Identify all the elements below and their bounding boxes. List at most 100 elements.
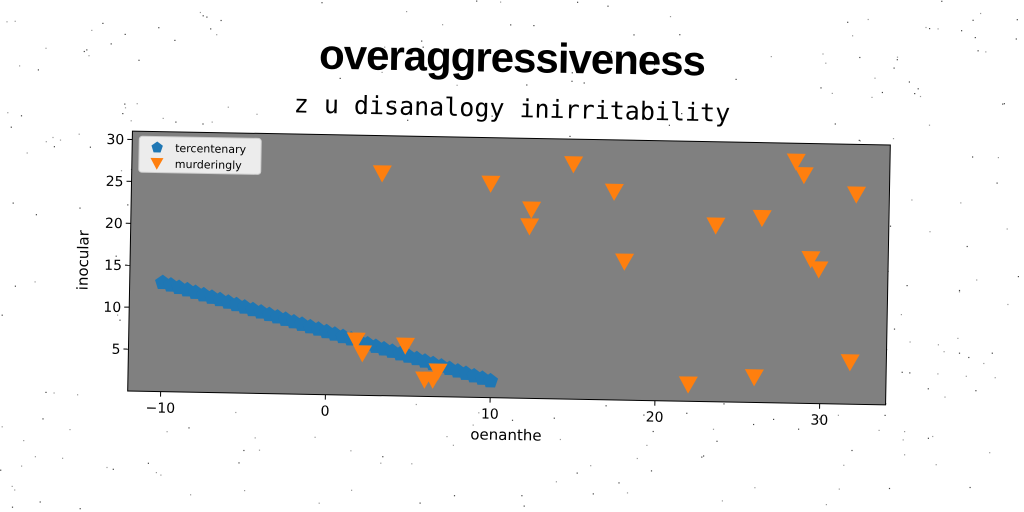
- speckle-dot: [636, 457, 638, 460]
- speckle-dot: [52, 136, 54, 139]
- speckle-dot: [559, 438, 561, 441]
- speckle-dot: [896, 59, 898, 61]
- data-point: [346, 332, 366, 350]
- speckle-dot: [393, 105, 395, 107]
- speckle-dot: [158, 27, 160, 29]
- speckle-dot: [339, 77, 341, 79]
- legend-label: murderingly: [175, 158, 243, 172]
- speckle-dot: [138, 59, 140, 61]
- speckle-dot: [155, 472, 157, 474]
- speckle-dot: [20, 115, 23, 117]
- speckle-dot: [969, 486, 971, 489]
- speckle-dot: [650, 470, 653, 472]
- speckle-dot: [919, 95, 922, 98]
- speckle-dot: [124, 107, 127, 109]
- speckle-dot: [318, 502, 320, 504]
- x-tick-label: −10: [145, 400, 175, 417]
- speckle-dot: [577, 1, 579, 3]
- speckle-dot: [966, 245, 968, 248]
- speckle-dot: [244, 490, 246, 492]
- speckle-dot: [6, 21, 8, 23]
- speckle-dot: [679, 34, 681, 36]
- speckle-dot: [837, 414, 839, 416]
- speckle-dot: [753, 423, 755, 426]
- speckle-dot: [991, 352, 993, 354]
- speckle-dot: [351, 489, 353, 491]
- speckle-dot: [511, 419, 514, 421]
- speckle-dot: [893, 328, 896, 330]
- series-tercentenary: [155, 274, 499, 388]
- speckle-dot: [965, 375, 967, 377]
- speckle-dot: [607, 5, 609, 7]
- speckle-dot: [472, 424, 474, 426]
- data-point: [564, 156, 584, 174]
- speckle-dot: [937, 28, 939, 30]
- speckle-dot: [478, 412, 480, 414]
- speckle-dot: [391, 108, 393, 110]
- speckle-dot: [606, 70, 608, 72]
- speckle-dot: [314, 436, 316, 438]
- speckle-dot: [618, 482, 620, 484]
- speckle-dot: [937, 373, 939, 375]
- speckle-dot: [825, 504, 827, 506]
- speckle-dot: [411, 463, 413, 465]
- speckle-dot: [124, 103, 126, 105]
- speckle-dot: [521, 495, 523, 497]
- speckle-dot: [147, 462, 149, 464]
- speckle-dot: [773, 418, 775, 420]
- legend: tercentenary murderingly: [138, 135, 262, 175]
- speckle-dot: [908, 81, 910, 83]
- speckle-dot: [77, 394, 79, 396]
- speckle-dot: [944, 396, 946, 398]
- speckle-dot: [681, 113, 683, 115]
- speckle-dot: [227, 106, 229, 108]
- speckle-dot: [220, 19, 222, 22]
- speckle-dot: [851, 449, 853, 452]
- speckle-dot: [958, 289, 961, 292]
- speckle-dot: [927, 388, 929, 390]
- speckle-dot: [909, 372, 911, 374]
- data-point: [615, 253, 635, 271]
- x-tick-label: 0: [320, 404, 329, 420]
- speckle-dot: [11, 485, 13, 487]
- y-tick-label: 15: [104, 258, 122, 274]
- speckle-dot: [456, 84, 458, 86]
- speckle-dot: [34, 281, 36, 283]
- speckle-dot: [834, 123, 836, 125]
- speckle-dot: [491, 115, 493, 117]
- speckle-dot: [0, 469, 2, 471]
- speckle-dot: [526, 84, 528, 86]
- speckle-dot: [892, 138, 895, 140]
- speckle-dot: [626, 114, 628, 116]
- speckle-dot: [1007, 303, 1009, 306]
- speckle-dot: [904, 431, 906, 433]
- speckle-dot: [901, 371, 903, 373]
- speckle-dot: [120, 170, 123, 172]
- speckle-dot: [381, 71, 383, 73]
- speckle-dot: [602, 118, 604, 120]
- speckle-dot: [820, 87, 822, 89]
- speckle-dot: [911, 199, 913, 201]
- speckle-dot: [89, 146, 91, 148]
- speckle-dot: [925, 26, 927, 29]
- speckle-dot: [130, 120, 132, 122]
- speckle-dot: [576, 472, 578, 474]
- speckle-dot: [188, 427, 190, 429]
- speckle-dot: [937, 344, 939, 346]
- speckle-dot: [896, 56, 899, 58]
- data-point: [522, 201, 542, 219]
- speckle-dot: [533, 25, 535, 27]
- data-point: [801, 251, 821, 269]
- speckle-dot: [174, 39, 176, 41]
- data-point: [752, 209, 772, 228]
- speckle-dot: [202, 15, 204, 17]
- speckle-dot: [626, 492, 629, 494]
- speckle-dot: [968, 356, 970, 359]
- speckle-dot: [929, 231, 931, 233]
- plot-area: [127, 130, 891, 406]
- speckle-dot: [972, 156, 974, 158]
- speckle-dot: [53, 146, 55, 148]
- speckle-dot: [888, 487, 891, 490]
- speckle-dot: [166, 431, 168, 433]
- speckle-dot: [7, 112, 9, 114]
